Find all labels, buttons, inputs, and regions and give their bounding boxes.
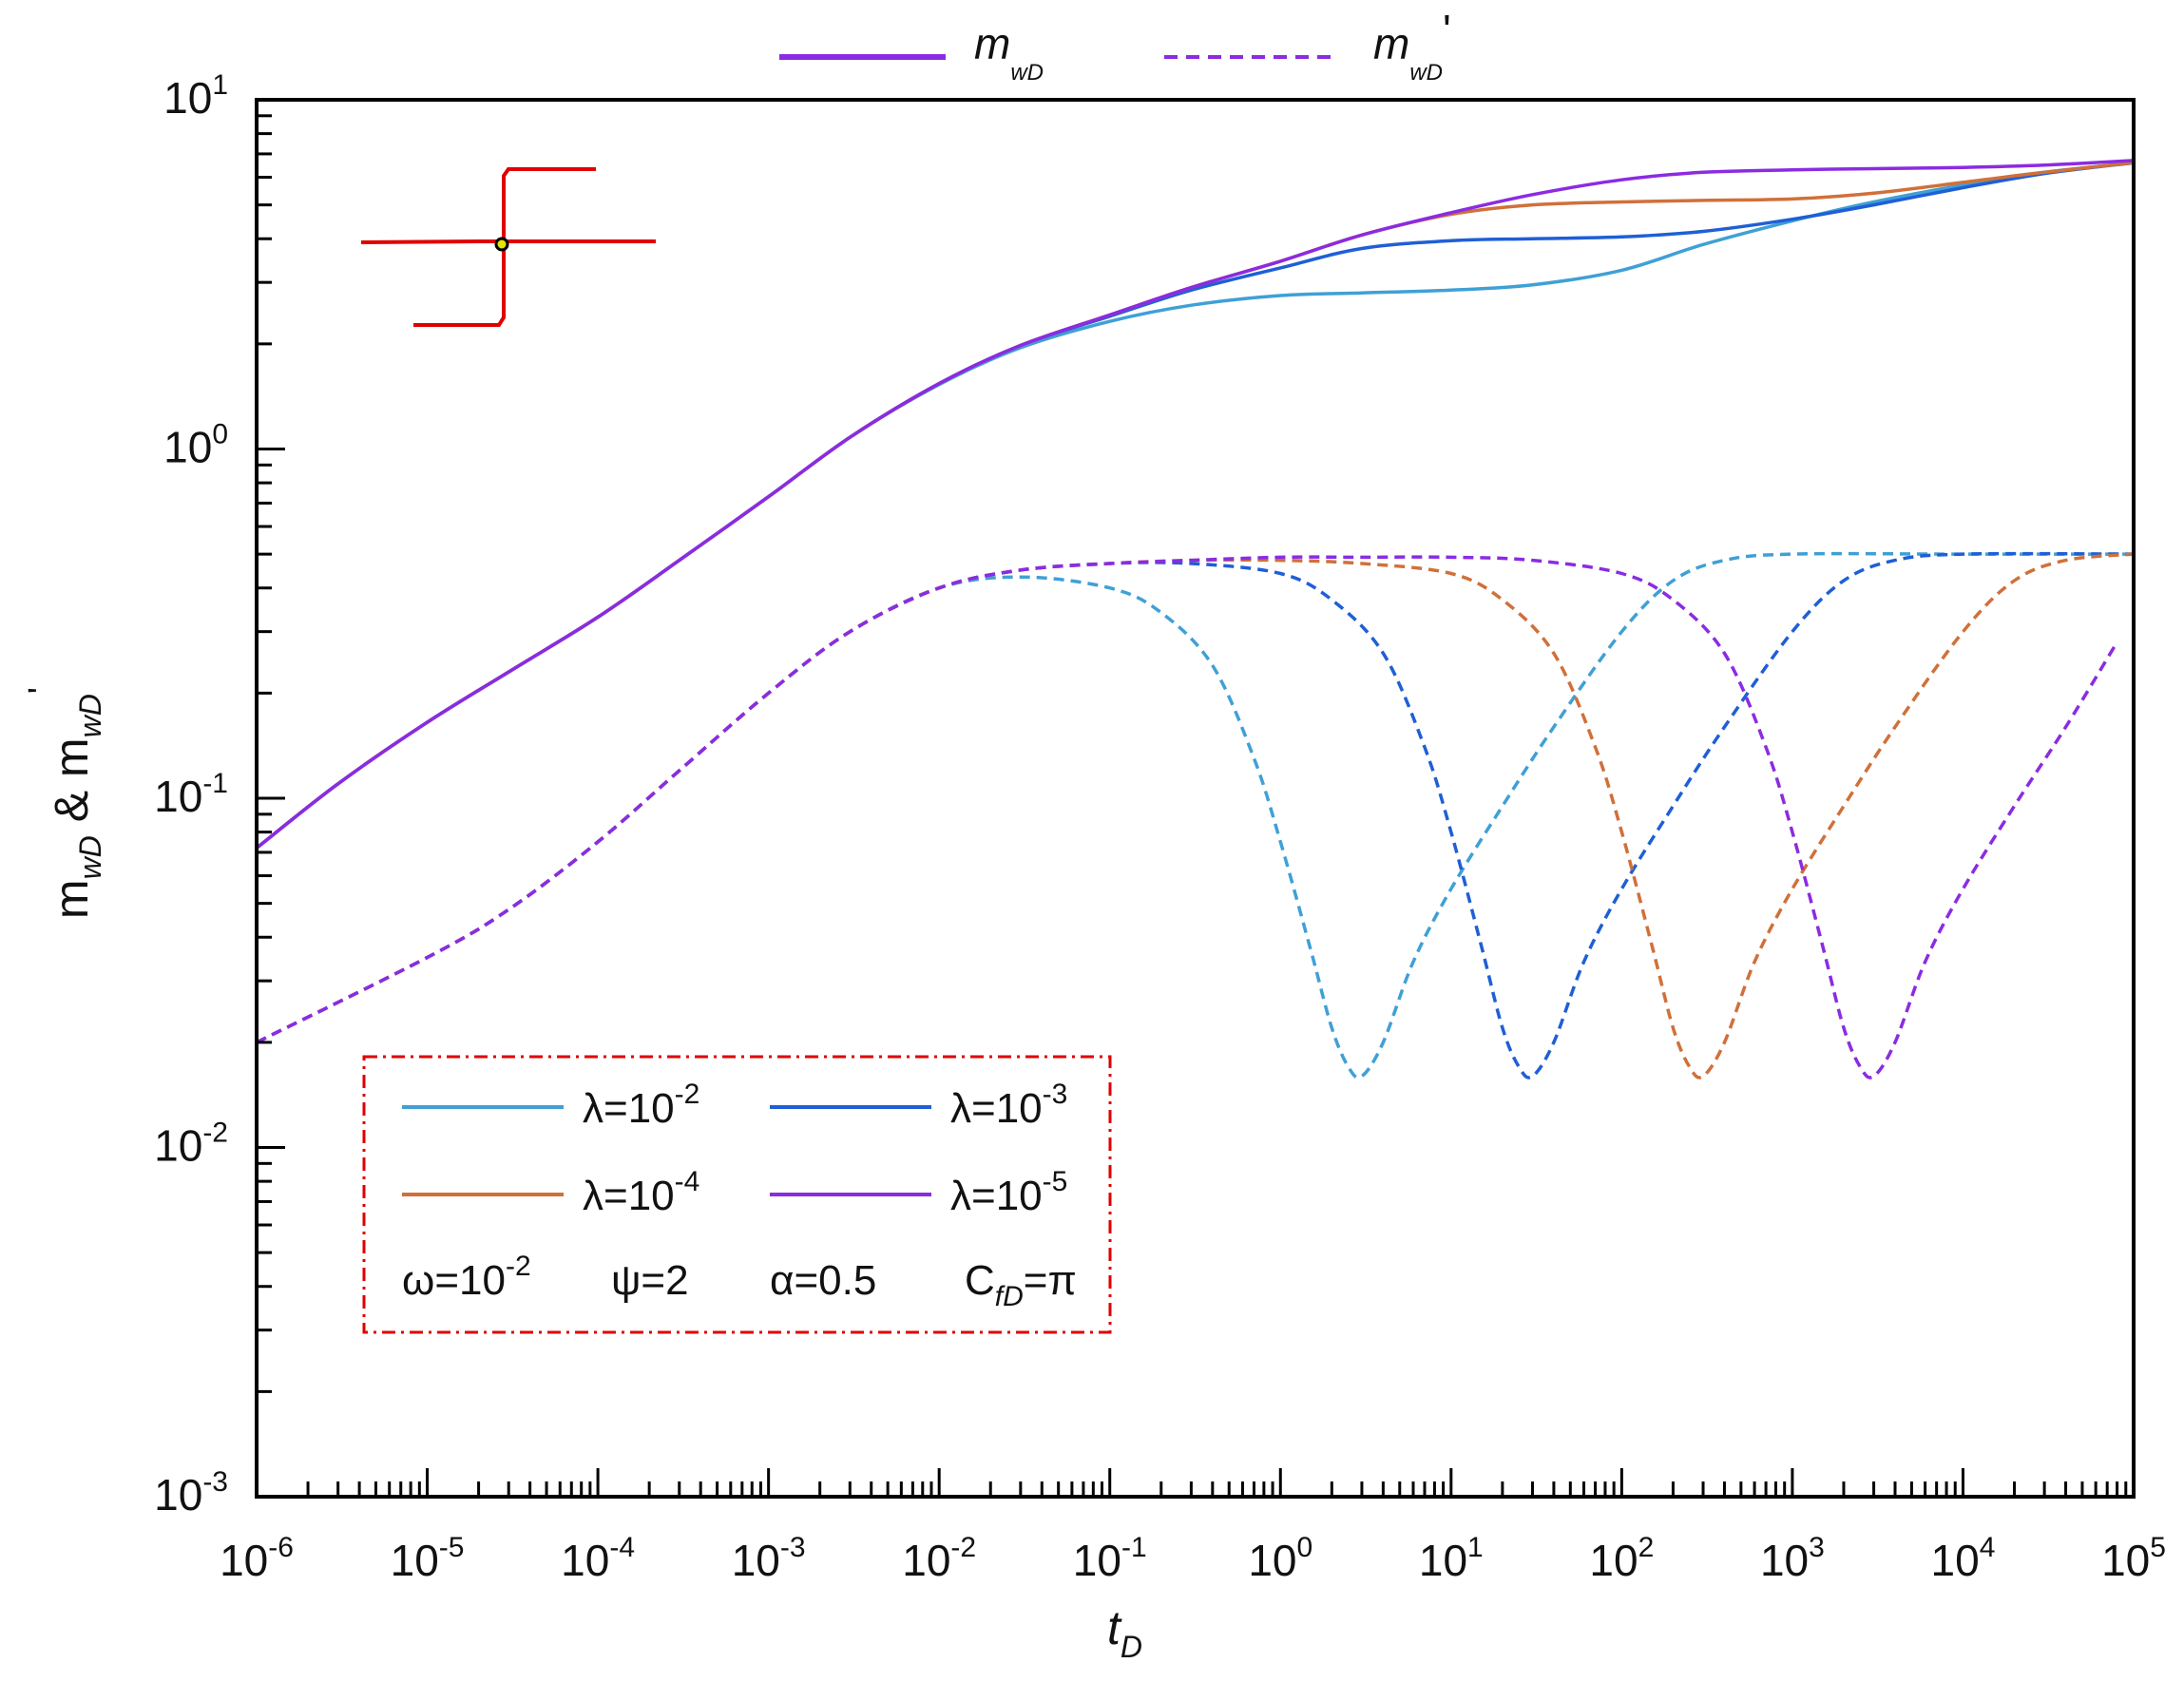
x-tick-label: 10-3 — [732, 1532, 806, 1585]
x-tick-label: 10-6 — [220, 1532, 294, 1585]
x-tick-label: 103 — [1760, 1532, 1825, 1585]
x-tick-label: 10-5 — [391, 1532, 465, 1585]
x-tick-label: 100 — [1248, 1532, 1312, 1585]
series-line-derivative-7 — [257, 555, 2119, 1080]
x-tick-label: 101 — [1419, 1532, 1484, 1585]
x-tick-label: 10-4 — [561, 1532, 635, 1585]
x-axis-label: tD — [1107, 1601, 1142, 1664]
series-layer — [257, 159, 2134, 1080]
legend-param: α=0.5 — [770, 1257, 876, 1304]
ticks-layer — [255, 114, 2128, 1499]
series-line-3 — [257, 159, 2134, 850]
legend-param: ψ=2 — [611, 1257, 689, 1304]
legend-param: CfD=π — [965, 1257, 1077, 1312]
x-tick-label: 104 — [1931, 1532, 1996, 1585]
legend-label: λ=10-5 — [950, 1166, 1067, 1219]
fracture-schematic-icon — [360, 167, 656, 327]
plot-frame — [255, 98, 2136, 1499]
top-legend: mwD mwD' — [779, 6, 1451, 86]
y-tick-label: 10-2 — [154, 1118, 228, 1171]
y-tick-label: 100 — [163, 419, 228, 472]
x-tick-label: 10-1 — [1073, 1532, 1147, 1585]
y-tick-label: 101 — [163, 69, 228, 123]
y-axis-label: mwD & mwD' — [22, 687, 107, 919]
x-tick-label: 105 — [2101, 1532, 2166, 1585]
y-tick-label: 10-3 — [154, 1466, 228, 1520]
labels-layer: 10-6 10-5 10-4 10-3 10-2 10-1 100 101 102 103 104 1… — [22, 69, 2166, 1664]
x-tick-label: 102 — [1589, 1532, 1654, 1585]
legend-label: λ=10-3 — [950, 1079, 1067, 1132]
top-legend-label: mwD — [974, 19, 1044, 86]
legend-label: λ=10-4 — [583, 1166, 699, 1219]
x-tick-label: 10-2 — [902, 1532, 976, 1585]
legend-label: λ=10-2 — [583, 1079, 699, 1132]
legend-param: ω=10-2 — [402, 1251, 531, 1304]
legend-box: λ=10-2 λ=10-3 λ=10-4 λ=10-5 ω=10-2 ψ=2 α=0.5 Cf… — [362, 1055, 1112, 1334]
top-legend-label: mwD' — [1373, 6, 1451, 86]
y-tick-label: 10-1 — [154, 768, 228, 821]
